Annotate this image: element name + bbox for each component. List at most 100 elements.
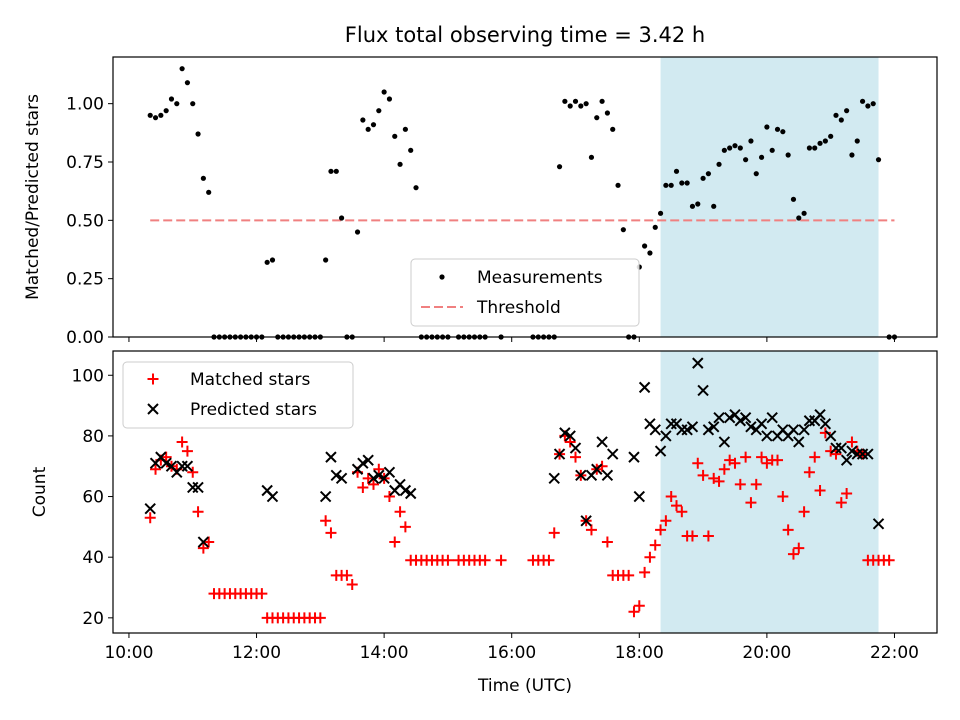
predicted-stars-point xyxy=(660,430,672,442)
matched-stars-point xyxy=(564,436,576,448)
matched-stars-point xyxy=(203,536,215,548)
matched-stars-point xyxy=(697,469,709,481)
measurement-point xyxy=(689,203,696,209)
matched-stars-point xyxy=(803,466,815,478)
predicted-stars-point xyxy=(633,490,646,503)
legend-label-predicted: Predicted stars xyxy=(190,400,317,420)
predicted-stars-point xyxy=(638,381,651,394)
matched-stars-point xyxy=(399,521,411,533)
predicted-stars-point xyxy=(734,415,747,427)
matched-stars-point xyxy=(665,491,677,503)
matched-stars-point xyxy=(357,481,369,493)
predicted-stars-point xyxy=(739,412,752,424)
matched-stars-point xyxy=(346,578,358,590)
measurement-point xyxy=(323,257,329,263)
measurement-point xyxy=(163,108,169,114)
matched-stars-point xyxy=(150,463,162,475)
matched-stars-point xyxy=(782,524,794,536)
predicted-stars-point xyxy=(553,448,566,460)
measurement-point xyxy=(652,224,658,230)
y-tick-label: 20 xyxy=(82,609,104,629)
predicted-stars-point xyxy=(569,442,582,454)
predicted-stars-point xyxy=(383,466,396,478)
measurement-point xyxy=(673,168,680,174)
measurement-point xyxy=(663,182,669,188)
measurement-point xyxy=(812,145,818,151)
measurement-point xyxy=(849,152,855,158)
predicted-stars-point xyxy=(681,424,693,436)
predicted-stars-point xyxy=(559,427,571,439)
legend-box xyxy=(410,258,640,327)
measurement-point xyxy=(381,89,387,95)
predicted-stars-point xyxy=(793,436,805,448)
predicted-stars-point xyxy=(766,412,778,424)
matched-stars-point xyxy=(367,478,379,490)
measurement-point xyxy=(338,215,345,221)
measurement-point xyxy=(657,210,664,216)
measurement-point xyxy=(578,103,584,109)
matched-stars-point xyxy=(729,457,741,469)
measurement-point xyxy=(620,227,626,233)
predicted-stars-point xyxy=(548,472,560,485)
measurement-point xyxy=(642,243,648,249)
x-tick-label: 10:00 xyxy=(104,643,153,663)
x-tick-label: 22:00 xyxy=(870,643,919,663)
measurement-point xyxy=(875,157,882,163)
matched-stars-point xyxy=(787,548,799,560)
matched-stars-point xyxy=(548,527,560,539)
series-measurements xyxy=(147,66,898,340)
matched-stars-point xyxy=(750,478,762,490)
matched-stars-point xyxy=(570,451,582,463)
matched-stars-point xyxy=(777,491,789,503)
axes-frame xyxy=(112,56,938,338)
y-tick-label: 1.00 xyxy=(66,95,104,115)
matched-stars-point xyxy=(495,554,507,566)
measurement-point xyxy=(333,168,339,174)
measurement-point xyxy=(397,161,403,167)
predicted-stars-point xyxy=(872,518,885,530)
measurement-point xyxy=(764,124,770,130)
predicted-stars-point xyxy=(708,421,720,433)
matched-stars-point xyxy=(686,530,698,542)
measurement-point xyxy=(174,101,180,107)
predicted-stars-point xyxy=(649,424,661,436)
matched-stars-point xyxy=(772,454,784,466)
matched-stars-point xyxy=(383,491,395,503)
x-tick-label: 12:00 xyxy=(232,643,281,663)
measurement-point xyxy=(780,129,786,135)
matched-stars-point xyxy=(734,478,746,490)
matched-stars-point xyxy=(256,588,268,600)
measurement-point xyxy=(769,147,775,153)
measurement-point xyxy=(168,96,175,102)
y-axis-title: Count xyxy=(30,466,50,517)
x-tick-label: 14:00 xyxy=(360,643,409,663)
matched-stars-point xyxy=(713,475,725,487)
matched-stars-point xyxy=(601,536,613,548)
predicted-stars-point xyxy=(601,469,614,482)
observing-span-band xyxy=(660,57,879,337)
matched-stars-point xyxy=(585,524,597,536)
measurement-point xyxy=(859,98,866,104)
predicted-stars-point xyxy=(761,430,773,442)
matched-stars-point xyxy=(623,569,635,581)
measurement-point xyxy=(785,152,791,158)
x-tick-label: 18:00 xyxy=(615,643,664,663)
measurement-point xyxy=(822,138,828,144)
measurement-point xyxy=(647,250,653,256)
measurement-point xyxy=(758,154,765,160)
predicted-stars-point xyxy=(319,490,332,503)
predicted-stars-point xyxy=(814,408,826,421)
measurement-point xyxy=(796,215,802,221)
predicted-stars-point xyxy=(862,448,874,460)
predicted-stars-point xyxy=(335,472,348,485)
measurement-point xyxy=(392,133,398,139)
measurement-point xyxy=(705,171,712,177)
predicted-stars-point xyxy=(596,436,608,448)
legend: Matched stars Predicted stars xyxy=(122,361,354,429)
measurement-point xyxy=(833,112,839,118)
y-tick-label: 0.25 xyxy=(66,270,104,290)
y-tick-label: 0.50 xyxy=(66,211,104,231)
measurement-point xyxy=(152,115,159,121)
y-tick-label: 80 xyxy=(82,427,104,447)
measurement-point xyxy=(562,98,568,104)
